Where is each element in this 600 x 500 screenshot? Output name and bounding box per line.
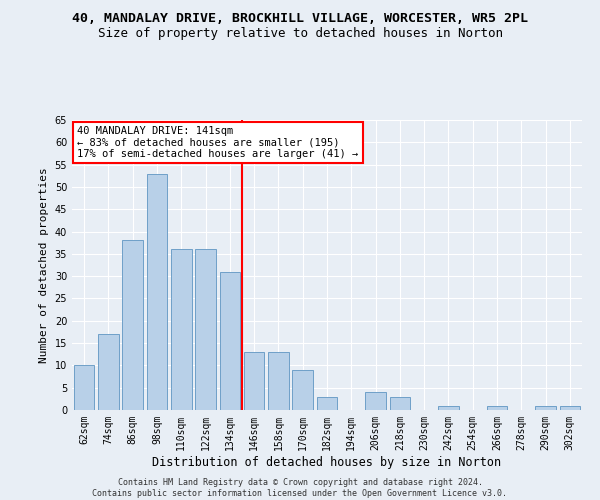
Bar (535, 406, 556, 410)
Bar (146, 174, 167, 410)
Bar (292, 370, 313, 410)
Bar (122, 240, 143, 410)
X-axis label: Distribution of detached houses by size in Norton: Distribution of detached houses by size … (152, 456, 502, 468)
Bar (244, 352, 265, 410)
Bar (560, 406, 580, 410)
Text: Contains HM Land Registry data © Crown copyright and database right 2024.
Contai: Contains HM Land Registry data © Crown c… (92, 478, 508, 498)
Bar (195, 250, 216, 410)
Bar (487, 406, 508, 410)
Bar (74, 366, 94, 410)
Bar (389, 396, 410, 410)
Bar (220, 272, 240, 410)
Bar (268, 352, 289, 410)
Bar (365, 392, 386, 410)
Text: 40 MANDALAY DRIVE: 141sqm
← 83% of detached houses are smaller (195)
17% of semi: 40 MANDALAY DRIVE: 141sqm ← 83% of detac… (77, 126, 358, 159)
Y-axis label: Number of detached properties: Number of detached properties (39, 167, 49, 363)
Bar (171, 250, 191, 410)
Text: 40, MANDALAY DRIVE, BROCKHILL VILLAGE, WORCESTER, WR5 2PL: 40, MANDALAY DRIVE, BROCKHILL VILLAGE, W… (72, 12, 528, 26)
Bar (98, 334, 119, 410)
Bar (317, 396, 337, 410)
Text: Size of property relative to detached houses in Norton: Size of property relative to detached ho… (97, 28, 503, 40)
Bar (438, 406, 459, 410)
